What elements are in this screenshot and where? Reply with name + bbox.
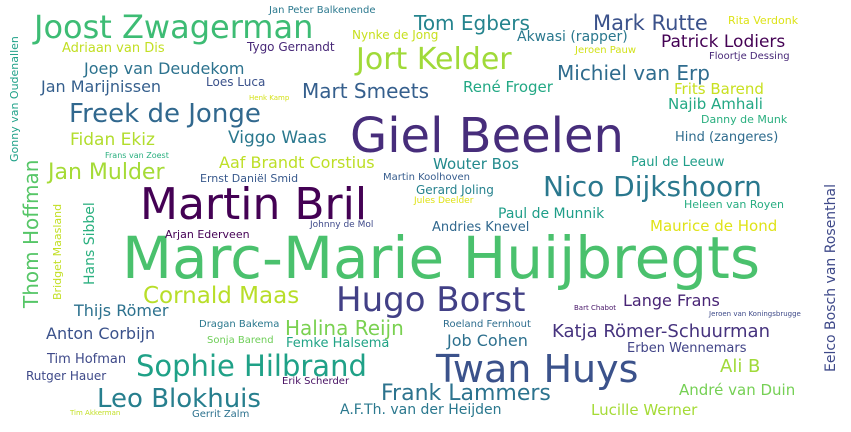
word-johnny-de-mol: Johnny de Mol [310, 220, 374, 230]
word-freek-de-jonge: Freek de Jonge [69, 99, 261, 129]
word-giel-beelen: Giel Beelen [350, 108, 624, 164]
word-joep-van-deudekom: Joep van Deudekom [84, 59, 245, 78]
word-andries-knevel: Andries Knevel [432, 220, 530, 235]
word-eelco-bosch-van-rosenthal: Eelco Bosch van Rosenthal [823, 183, 839, 372]
word-gerard-joling: Gerard Joling [416, 183, 494, 197]
word-martin-bril: Martin Bril [140, 179, 368, 230]
word-erik-scherder: Erik Scherder [282, 376, 350, 387]
word-gonny-van-oudenallen: Gonny van Oudenallen [8, 36, 21, 162]
word-af-th-van-der-heijden: A.F.Th. van der Heijden [340, 402, 502, 418]
word-rita-verdonk: Rita Verdonk [728, 14, 799, 27]
word-maurice-de-hond: Maurice de Hond [650, 217, 778, 235]
word-lucille-werner: Lucille Werner [591, 401, 698, 419]
word-sophie-hilbrand: Sophie Hilbrand [136, 349, 367, 383]
word-tim-hofman: Tim Hofman [47, 352, 127, 367]
word-hugo-borst: Hugo Borst [336, 280, 526, 320]
word-jan-marijnissen: Jan Marijnissen [41, 77, 162, 96]
word-paul-de-leeuw: Paul de Leeuw [631, 155, 725, 170]
word-sonja-barend: Sonja Barend [207, 335, 274, 346]
word-henk-kamp: Henk Kamp [249, 94, 290, 102]
word-fidan-ekiz: Fidan Ekiz [70, 130, 155, 150]
word-roeland-fernhout: Roeland Fernhout [443, 319, 531, 330]
word-anton-corbijn: Anton Corbijn [46, 324, 156, 343]
word-jeroen-pauw: Jeroen Pauw [575, 45, 637, 56]
word-floortje-dessing: Floortje Dessing [709, 51, 790, 62]
word-frans-van-zoest: Frans van Zoest [105, 151, 169, 160]
word-tom-egbers: Tom Egbers [414, 11, 530, 35]
word-bart-chabot: Bart Chabot [574, 304, 617, 312]
word-heleen-van-royen: Heleen van Royen [684, 198, 784, 211]
word-ali-b: Ali B [720, 356, 761, 377]
word-arjan-ederveen: Arjan Ederveen [165, 228, 250, 241]
word-rutger-hauer: Rutger Hauer [26, 369, 107, 383]
word-frits-barend: Frits Barend [674, 80, 764, 98]
word-hind-zangeres: Hind (zangeres) [675, 130, 779, 145]
word-akwasi-rapper: Akwasi (rapper) [517, 29, 628, 45]
word-loes-luca: Loes Luca [206, 75, 266, 89]
word-viggo-waas: Viggo Waas [228, 128, 327, 148]
word-mark-rutte: Mark Rutte [593, 11, 708, 35]
word-tim-akkerman: Tim Akkerman [70, 409, 121, 417]
word-bridget-maasland: Bridget Maasland [51, 203, 64, 300]
word-joost-zwagerman: Joost Zwagerman [34, 8, 314, 46]
word-katja-romer-schuurman: Katja Römer-Schuurman [552, 321, 770, 342]
word-job-cohen: Job Cohen [447, 331, 528, 350]
word-jan-peter-balkenende: Jan Peter Balkenende [269, 5, 376, 16]
word-mart-smeets: Mart Smeets [302, 79, 429, 103]
word-tygo-gernandt: Tygo Gernandt [247, 40, 335, 54]
word-cornald-maas: Cornald Maas [143, 283, 300, 309]
word-dragan-bakema: Dragan Bakema [199, 319, 280, 330]
word-paul-de-munnik: Paul de Munnik [498, 206, 605, 222]
word-najib-amhali: Najib Amhali [668, 95, 763, 113]
word-halina-reijn: Halina Reijn [285, 316, 404, 340]
word-lange-frans: Lange Frans [623, 291, 720, 310]
word-femke-halsema: Femke Halsema [286, 336, 390, 351]
word-ernst-daniel-smid: Ernst Daniël Smid [200, 172, 299, 185]
word-erben-wennemars: Erben Wennemars [627, 341, 747, 356]
word-thijs-romer: Thijs Römer [74, 301, 169, 320]
word-wouter-bos: Wouter Bos [433, 155, 519, 173]
word-marc-marie-huijbregts: Marc-Marie Huijbregts [122, 224, 761, 292]
word-rene-froger: René Froger [463, 78, 553, 96]
word-patrick-lodiers: Patrick Lodiers [661, 32, 786, 52]
word-jort-kelder: Jort Kelder [356, 42, 512, 77]
word-jan-mulder: Jan Mulder [48, 160, 165, 185]
word-nynke-de-jong: Nynke de Jong [352, 28, 439, 42]
word-frank-lammers: Frank Lammers [381, 381, 551, 406]
word-aaf-brandt-corstius: Aaf Brandt Corstius [219, 153, 375, 172]
word-jules-deelder: Jules Deelder [414, 196, 474, 206]
word-hans-sibbel: Hans Sibbel [82, 202, 98, 285]
word-michiel-van-erp: Michiel van Erp [557, 61, 710, 85]
word-andre-van-duin: André van Duin [679, 381, 796, 399]
word-gerrit-zalm: Gerrit Zalm [192, 409, 250, 420]
word-jeroen-van-koningsbrugge: Jeroen van Koningsbrugge [709, 310, 801, 318]
word-thom-hoffman: Thom Hoffman [19, 159, 43, 308]
word-nico-dijkshoorn: Nico Dijkshoorn [543, 170, 762, 203]
word-danny-de-munk: Danny de Munk [701, 113, 788, 126]
word-martin-koolhoven: Martin Koolhoven [383, 172, 471, 183]
word-adriaan-van-dis: Adriaan van Dis [62, 41, 165, 56]
word-leo-blokhuis: Leo Blokhuis [97, 384, 261, 414]
word-twan-huys: Twan Huys [436, 347, 639, 391]
